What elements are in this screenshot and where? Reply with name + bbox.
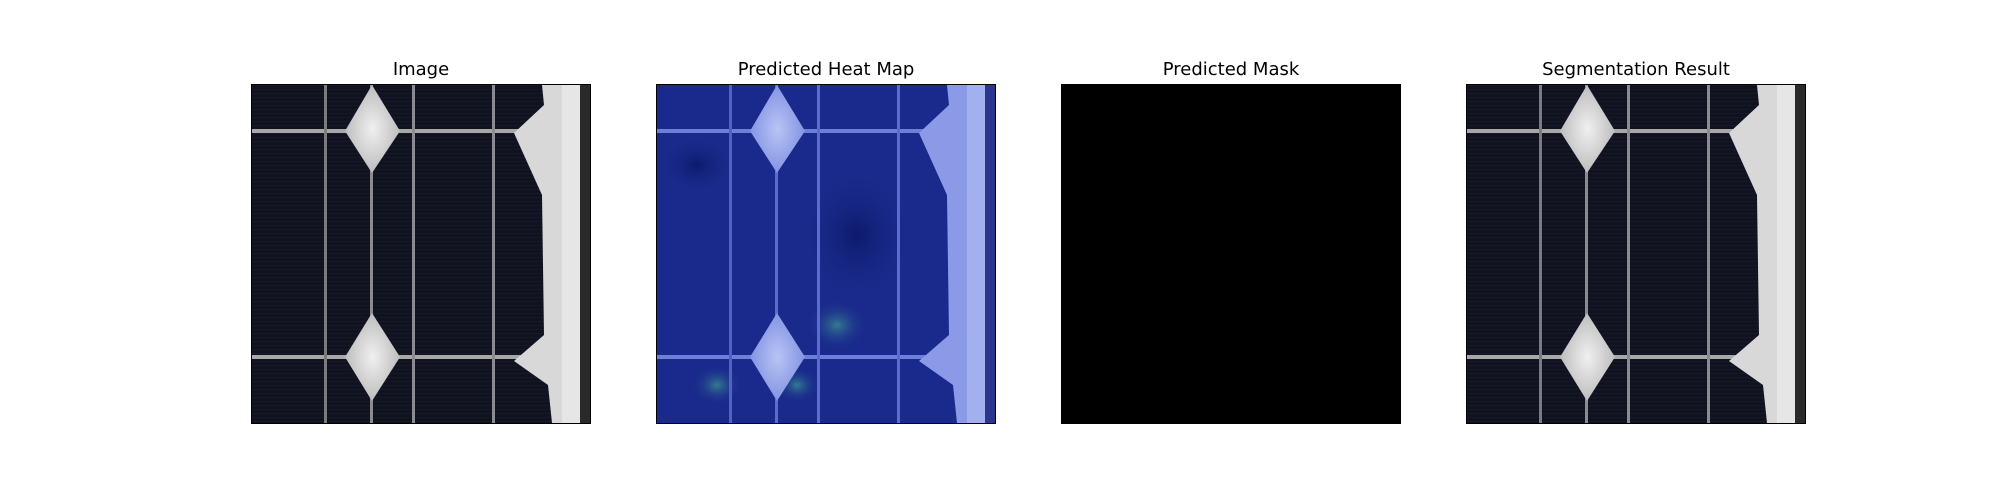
panel-title: Image [392,59,450,80]
solar-cell-image [251,84,591,424]
panel-title: Segmentation Result [1542,59,1730,80]
segmentation-result-image [1466,84,1806,424]
panel-title: Predicted Heat Map [737,59,915,80]
heat-map-image [656,84,996,424]
panel-title: Predicted Mask [1162,59,1300,80]
mask-image [1061,84,1401,424]
